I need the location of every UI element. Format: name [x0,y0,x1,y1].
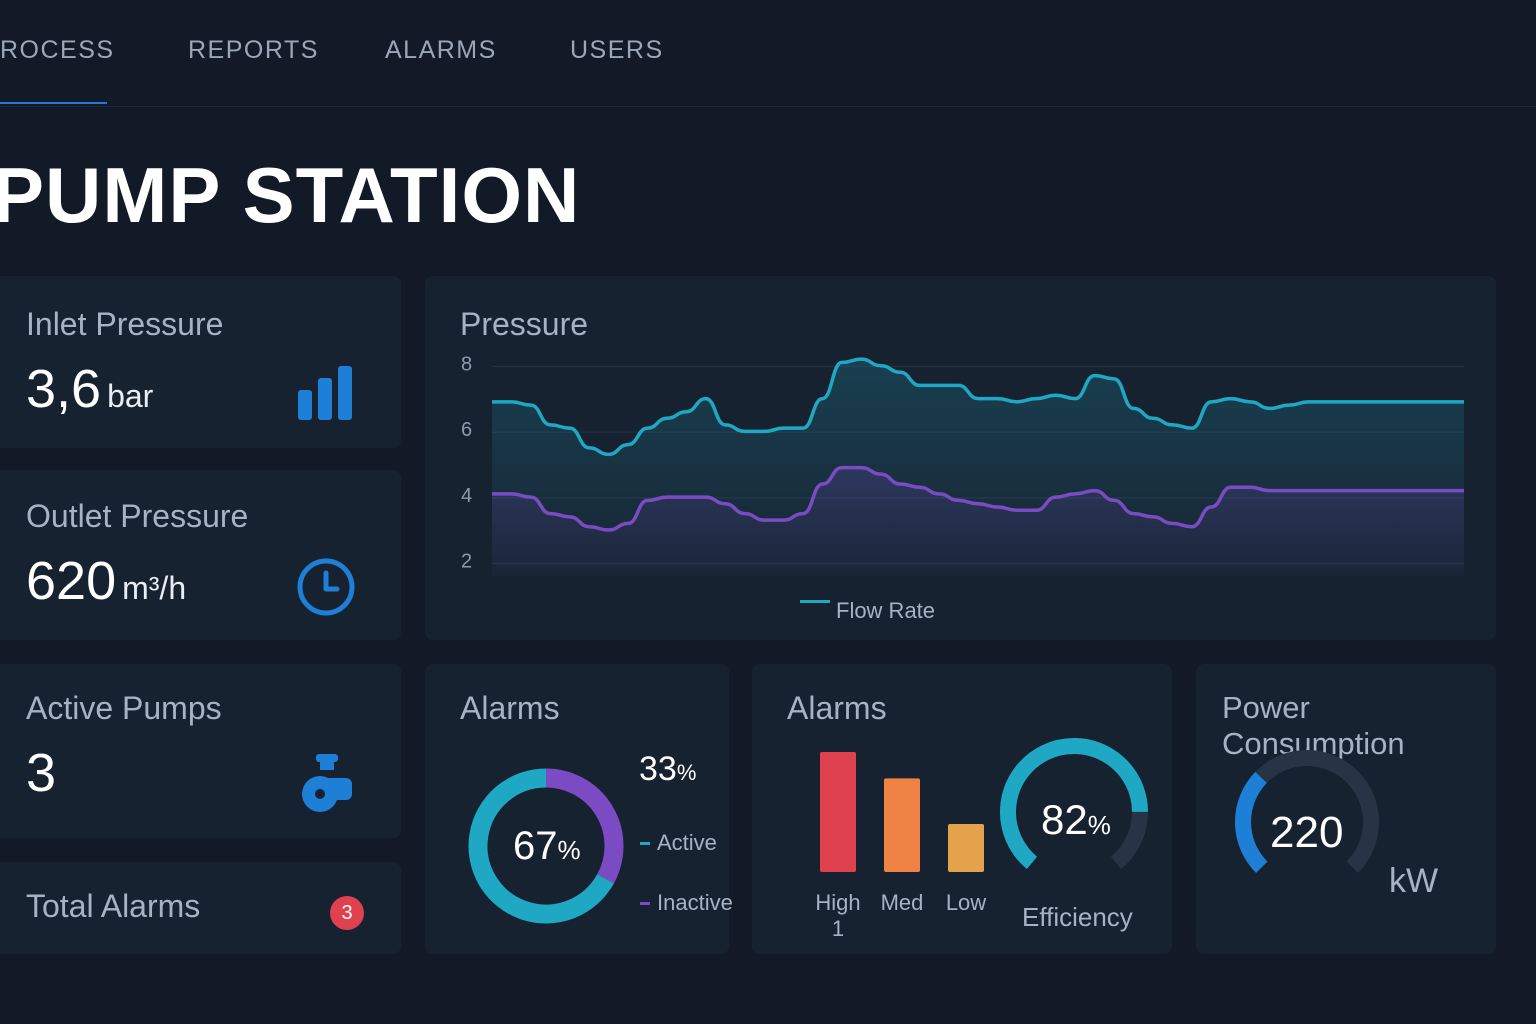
donut-center-number: 67 [513,824,558,868]
nav-tab-users[interactable]: USERS [570,36,664,64]
pressure-line-chart: 8 6 4 2 [461,353,1464,576]
y-tick-label-4: 4 [461,485,472,507]
inlet-pressure-unit: bar [107,378,154,414]
power-consumption-card: Power Consumption 220 kW [1196,664,1496,954]
power-gauge [1235,750,1379,873]
active-pumps-title: Active Pumps [26,690,222,726]
legend-label-flow-rate: Flow Rate [836,598,936,623]
alarms-bars-title: Alarms [787,690,887,726]
efficiency-gauge [1000,738,1148,870]
nav-tab-reports[interactable]: REPORTS [188,36,319,64]
nav-tab-alarms[interactable]: ALARMS [385,36,497,64]
power-unit: kW [1389,862,1439,900]
legend-label-inactive: Inactive [657,890,733,915]
alarms-donut-chart [468,768,624,924]
bar-low [948,824,984,872]
series-line-0 [492,357,1464,457]
active-pumps-value: 3 [26,743,57,803]
alarms-donut-card: Alarms 67% 33% Active Inactive [425,664,733,954]
y-tick-label-2: 2 [461,551,472,573]
inlet-pressure-title: Inlet Pressure [26,306,224,342]
pressure-chart-card: Pressure 8 6 4 2 Flow Rate [425,276,1496,640]
outlet-pressure-title: Outlet Pressure [26,498,249,534]
efficiency-label: Efficiency [1022,902,1133,932]
power-value: 220 [1270,808,1344,857]
donut-center-value: 67% [513,824,581,869]
outlet-pressure-number: 620 [26,551,117,611]
total-alarms-card[interactable]: Total Alarms 3 [0,862,401,954]
active-tab-indicator [0,102,107,104]
efficiency-unit: % [1087,810,1111,840]
donut-center-unit: % [557,835,581,865]
series-line-1 [492,465,1464,532]
y-tick-label-8: 8 [461,353,472,375]
pump-icon [302,754,352,812]
donut-slice-inactive [545,768,624,884]
efficiency-value: 82% [1041,796,1111,844]
pressure-chart-title: Pressure [460,306,589,342]
inlet-pressure-number: 3,6 [26,359,102,419]
donut-side-value: 33% [639,750,696,789]
legend-swatch-flow-rate [800,600,830,603]
outlet-pressure-value: 620 m³/h [26,550,186,612]
bar-med [884,778,920,872]
bar-high [820,752,856,872]
bar-label-high: High [815,890,860,915]
power-fill [1235,771,1268,873]
efficiency-fill [1000,738,1148,870]
alarm-count-badge: 3 [330,896,364,930]
y-tick-label-6: 6 [461,419,472,441]
page-title: PUMP STATION [0,151,581,239]
nav-tab-process[interactable]: ROCESS [0,36,115,64]
donut-side-unit: % [676,760,697,785]
alarms-bars-card: Alarms High 1 Med Low 82% Efficiency [752,664,1172,954]
bar-data-label-high: 1 [832,916,844,941]
outlet-pressure-unit: m³/h [122,570,187,606]
clock-icon [297,558,355,616]
outlet-pressure-card[interactable]: Outlet Pressure 620 m³/h [0,470,401,640]
bar-chart-icon [298,366,352,420]
inlet-pressure-value: 3,6 bar [26,358,153,420]
donut-slice-active [468,768,614,924]
series-area-1 [492,467,1464,576]
inlet-pressure-card[interactable]: Inlet Pressure 3,6 bar [0,276,401,448]
active-pumps-card[interactable]: Active Pumps 3 [0,664,401,838]
alarms-donut-title: Alarms [460,690,560,726]
efficiency-number: 82 [1041,796,1088,843]
bar-label-med: Med [881,890,924,915]
legend-label-active: Active [657,830,717,855]
legend-swatch-inactive [640,902,650,905]
donut-side-number: 33 [639,750,677,788]
legend-swatch-active [640,842,650,845]
top-nav: ROCESS REPORTS ALARMS USERS [0,0,1536,107]
bar-label-low: Low [946,890,986,915]
total-alarms-title: Total Alarms [26,888,201,924]
